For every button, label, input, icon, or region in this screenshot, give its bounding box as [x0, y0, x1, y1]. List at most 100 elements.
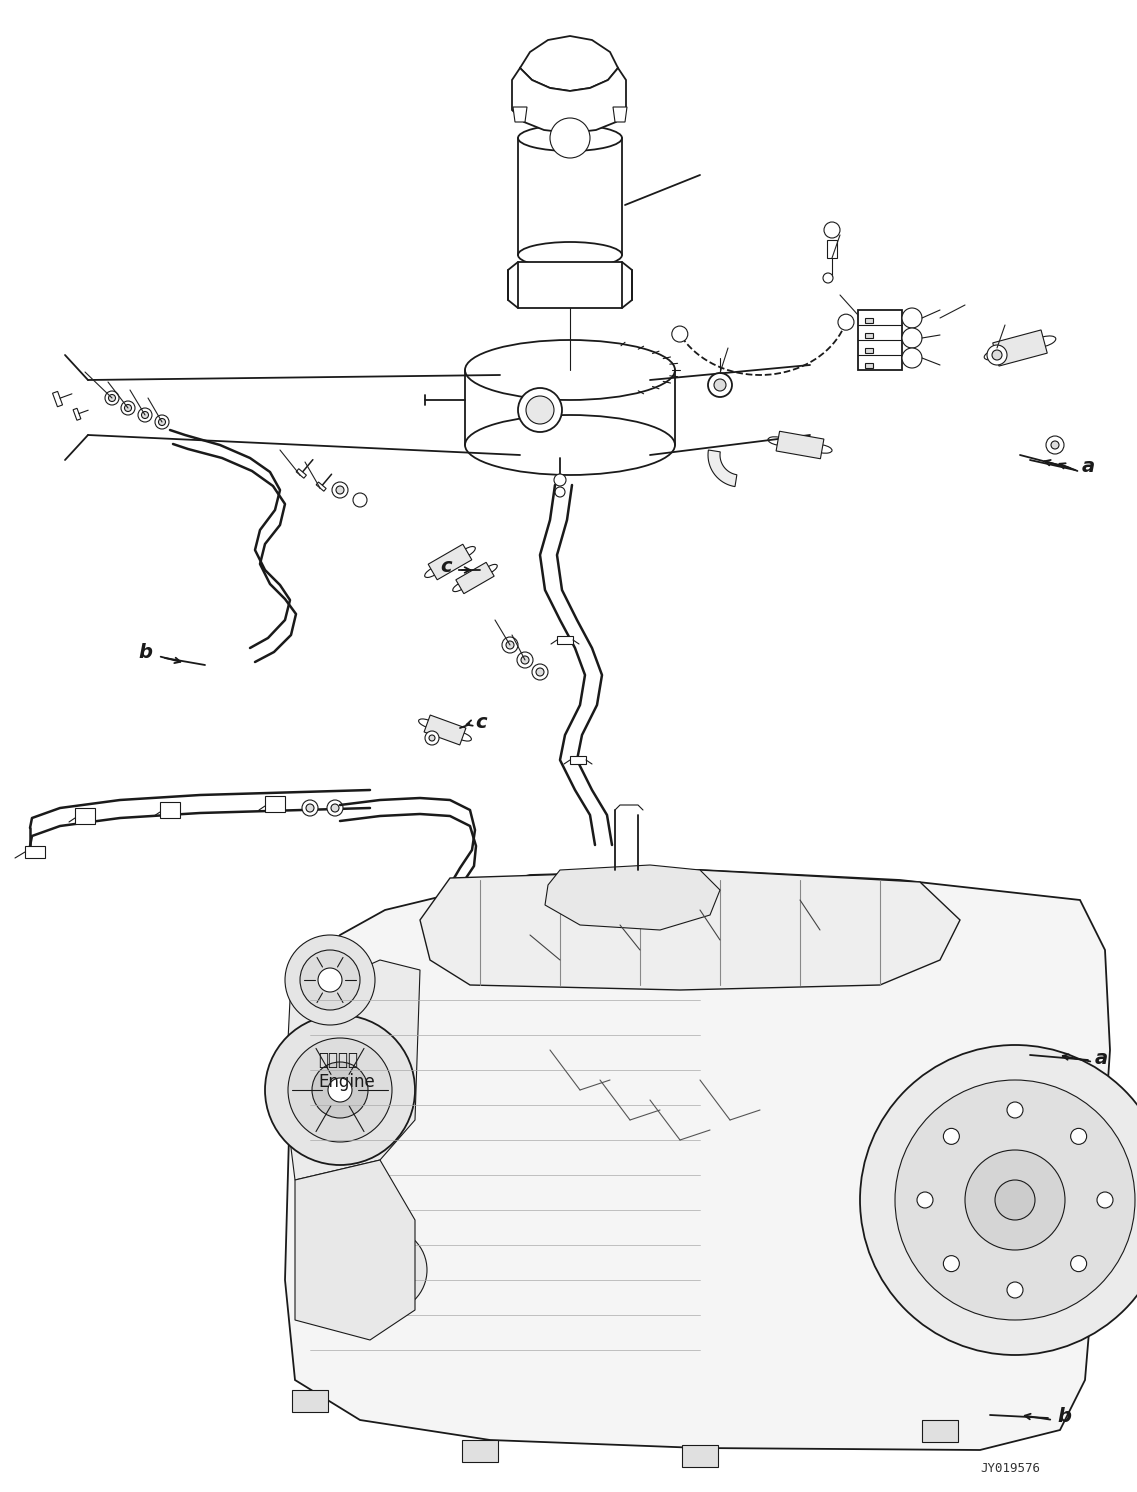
Circle shape: [536, 668, 543, 676]
Polygon shape: [777, 431, 824, 458]
Circle shape: [965, 1150, 1065, 1250]
Circle shape: [1097, 1192, 1113, 1209]
Circle shape: [108, 394, 116, 401]
Text: a: a: [1082, 458, 1095, 476]
Bar: [292, 1391, 327, 1411]
Circle shape: [503, 637, 518, 653]
Circle shape: [554, 474, 566, 486]
Bar: [865, 333, 873, 339]
Polygon shape: [456, 562, 495, 594]
Text: a: a: [1095, 1049, 1109, 1067]
Bar: [25, 846, 45, 858]
Ellipse shape: [425, 567, 441, 577]
Text: c: c: [440, 558, 453, 576]
Circle shape: [1007, 1103, 1023, 1118]
Circle shape: [425, 731, 439, 745]
Bar: [865, 348, 873, 354]
Circle shape: [521, 656, 529, 664]
Circle shape: [332, 482, 348, 498]
Circle shape: [155, 415, 169, 430]
Polygon shape: [520, 36, 619, 91]
Text: c: c: [475, 713, 487, 731]
Circle shape: [331, 804, 339, 812]
Circle shape: [1071, 1256, 1087, 1271]
Circle shape: [517, 652, 533, 668]
Circle shape: [995, 1180, 1035, 1220]
Circle shape: [902, 307, 922, 328]
Circle shape: [518, 388, 562, 433]
Circle shape: [823, 273, 833, 283]
Circle shape: [327, 1079, 352, 1103]
Circle shape: [838, 315, 854, 330]
Circle shape: [987, 345, 1007, 366]
Circle shape: [285, 935, 375, 1025]
Ellipse shape: [518, 242, 622, 269]
Circle shape: [265, 1015, 415, 1165]
Polygon shape: [708, 451, 737, 486]
Polygon shape: [285, 870, 1110, 1450]
Circle shape: [944, 1128, 960, 1144]
Ellipse shape: [459, 546, 475, 558]
Polygon shape: [285, 959, 420, 1180]
Ellipse shape: [453, 582, 467, 592]
Bar: [570, 756, 586, 764]
Circle shape: [429, 736, 435, 742]
Circle shape: [300, 950, 360, 1010]
Polygon shape: [563, 130, 576, 145]
Circle shape: [991, 351, 1002, 360]
Circle shape: [1007, 1282, 1023, 1298]
Bar: [75, 809, 96, 824]
Polygon shape: [73, 409, 81, 421]
Polygon shape: [424, 715, 466, 745]
Circle shape: [343, 1228, 428, 1311]
Text: JY019576: JY019576: [980, 1462, 1040, 1474]
Circle shape: [327, 800, 343, 816]
Circle shape: [306, 804, 314, 812]
Circle shape: [1051, 442, 1059, 449]
Ellipse shape: [767, 437, 788, 446]
Circle shape: [337, 486, 345, 494]
Ellipse shape: [518, 125, 622, 151]
Text: b: b: [138, 643, 152, 662]
Ellipse shape: [418, 719, 435, 728]
Bar: [922, 1420, 958, 1441]
Bar: [557, 636, 573, 645]
Circle shape: [506, 642, 514, 649]
Polygon shape: [513, 107, 528, 122]
Bar: [827, 240, 837, 258]
Ellipse shape: [465, 415, 675, 474]
Circle shape: [526, 395, 554, 424]
Polygon shape: [613, 107, 626, 122]
Circle shape: [824, 222, 840, 239]
Circle shape: [895, 1080, 1135, 1320]
Circle shape: [352, 492, 367, 507]
Circle shape: [357, 1241, 413, 1298]
Ellipse shape: [455, 733, 472, 742]
Circle shape: [860, 1044, 1137, 1355]
Circle shape: [1046, 436, 1064, 454]
Text: エンジン: エンジン: [318, 1050, 358, 1068]
Text: b: b: [1057, 1407, 1071, 1425]
Polygon shape: [993, 330, 1047, 366]
Text: Engine: Engine: [318, 1073, 375, 1091]
Ellipse shape: [985, 349, 1007, 360]
Circle shape: [672, 327, 688, 342]
Circle shape: [708, 373, 732, 397]
Circle shape: [158, 418, 166, 425]
Circle shape: [121, 401, 135, 415]
Bar: [865, 363, 873, 369]
Circle shape: [318, 968, 342, 992]
Polygon shape: [858, 310, 902, 370]
Circle shape: [918, 1192, 933, 1209]
Ellipse shape: [483, 564, 497, 574]
Polygon shape: [429, 545, 472, 580]
Circle shape: [532, 664, 548, 680]
Ellipse shape: [465, 340, 675, 400]
Polygon shape: [316, 482, 326, 491]
Circle shape: [105, 391, 119, 404]
Circle shape: [714, 379, 727, 391]
Bar: [865, 318, 873, 322]
Polygon shape: [512, 69, 626, 133]
Circle shape: [312, 1062, 368, 1118]
Circle shape: [1071, 1128, 1087, 1144]
